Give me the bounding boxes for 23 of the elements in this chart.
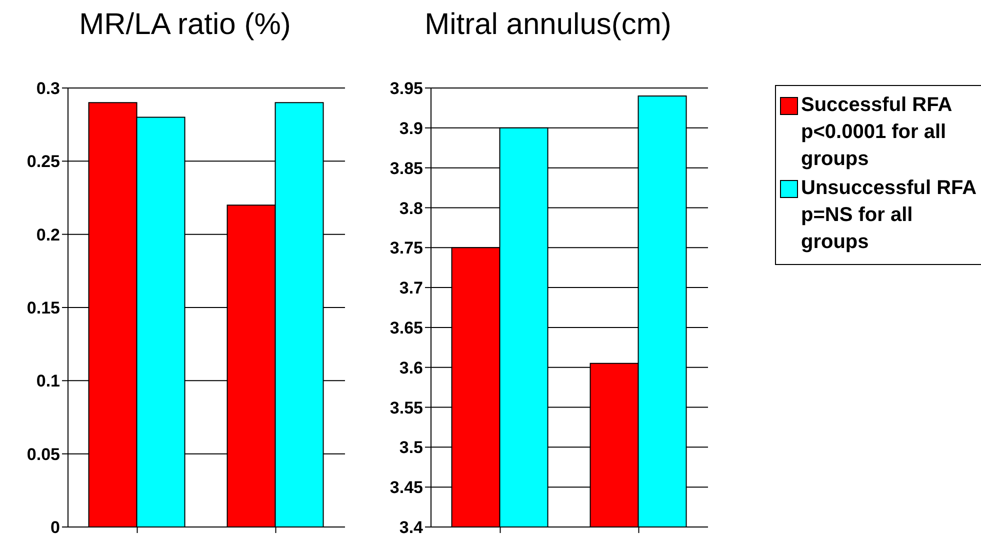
y-tick-label: 3.6 <box>399 358 423 378</box>
y-tick-label: 3.65 <box>390 318 423 338</box>
y-tick-label: 0.05 <box>26 444 60 464</box>
y-tick-label: 3.95 <box>390 79 423 98</box>
y-tick-label: 0.1 <box>36 372 60 391</box>
y-tick-label: 3.55 <box>390 398 423 418</box>
y-tick-label: 3.7 <box>399 278 423 298</box>
y-tick-label: 3.5 <box>399 438 423 458</box>
chart-title: MR/LA ratio (%) <box>78 8 292 42</box>
y-tick-label: 3.9 <box>399 118 423 138</box>
y-tick-label: 0 <box>50 518 60 538</box>
y-tick-label: 0.2 <box>36 225 60 244</box>
y-tick-label: 3.75 <box>390 238 423 258</box>
y-tick-label: 3.45 <box>390 478 423 498</box>
y-tick-label: 0.25 <box>26 152 60 172</box>
y-tick-label: 0.3 <box>36 79 60 98</box>
legend-label: Successful RFA p<0.0001 for all groups <box>801 93 952 172</box>
chart-title: Mitral annulus(cm) <box>424 8 672 42</box>
y-tick-label: 3.4 <box>399 518 424 538</box>
legend-label: Unsuccessful RFA p=NS for all groups <box>801 176 977 255</box>
y-tick-label: 0.15 <box>26 298 60 318</box>
y-tick-label: 3.85 <box>390 158 423 178</box>
y-tick-label: 3.8 <box>399 198 423 218</box>
